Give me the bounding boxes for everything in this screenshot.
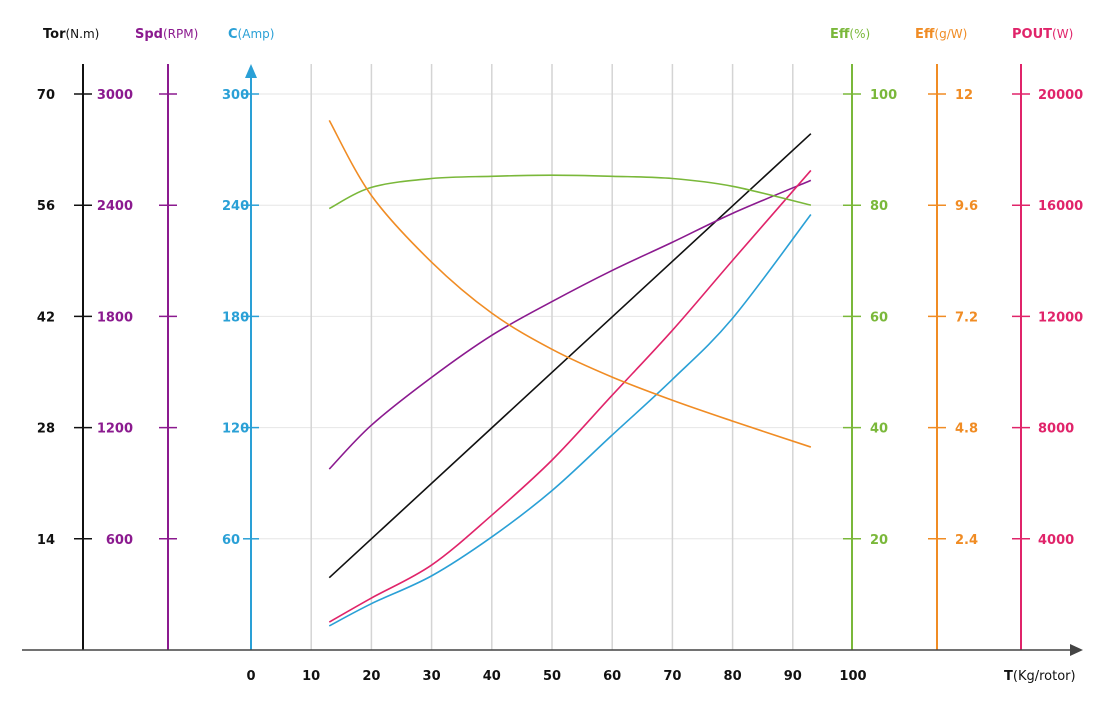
axis-unit: (W): [1052, 27, 1073, 41]
axis-arrow-icon: [245, 64, 257, 78]
tick-label-effg: 9.6: [955, 199, 978, 214]
tick-label-effp: 100: [870, 88, 897, 103]
tick-label-cur: 240: [222, 199, 249, 214]
axis-name: Tor: [43, 27, 66, 42]
tick-label-spd: 2400: [97, 199, 133, 214]
x-tick-label: 50: [543, 669, 561, 684]
x-tick-label: 10: [302, 669, 320, 684]
tick-label-tor: 42: [37, 310, 55, 325]
axis-name: Spd: [135, 27, 163, 42]
axis-title-tor: Tor(N.m): [43, 27, 99, 42]
axis-title-pout: POUT(W): [1012, 27, 1073, 42]
tick-label-cur: 60: [222, 533, 240, 548]
tick-label-tor: 56: [37, 199, 55, 214]
x-axis-label-part: T: [1004, 669, 1013, 684]
x-tick-label: 100: [839, 669, 866, 684]
tick-label-spd: 1200: [97, 422, 133, 437]
tick-label-pout: 4000: [1038, 533, 1074, 548]
axis-name: C: [228, 27, 238, 42]
axis-unit: (%): [849, 27, 870, 41]
tick-label-tor: 14: [37, 533, 55, 548]
x-tick-label: 40: [483, 669, 501, 684]
series-line-eff-: [328, 174, 812, 210]
series-line-eff-g-w: [328, 120, 812, 448]
axis-title-effg: Eff(g/W): [915, 27, 967, 42]
x-tick-label: 20: [362, 669, 380, 684]
x-tick-label: 30: [423, 669, 441, 684]
tick-label-effp: 20: [870, 533, 888, 548]
tick-label-spd: 1800: [97, 310, 133, 325]
tick-label-effg: 2.4: [955, 533, 978, 548]
x-axis-arrow-icon: [1070, 644, 1083, 656]
tick-label-pout: 16000: [1038, 199, 1083, 214]
tick-label-pout: 8000: [1038, 422, 1074, 437]
axis-name: Eff: [915, 27, 935, 42]
x-axis-label-part: (Kg/rotor): [1013, 669, 1076, 684]
tick-label-effp: 80: [870, 199, 888, 214]
axis-title-spd: Spd(RPM): [135, 27, 198, 42]
tick-label-tor: 70: [37, 88, 55, 103]
x-tick-label: 90: [784, 669, 802, 684]
axis-unit: (N.m): [65, 27, 99, 41]
axis-name: Eff: [830, 27, 850, 42]
tick-label-spd: 3000: [97, 88, 133, 103]
x-axis-label: T(Kg/rotor): [1004, 669, 1076, 684]
tick-label-effp: 40: [870, 422, 888, 437]
axis-unit: (g/W): [934, 27, 967, 41]
tick-label-pout: 20000: [1038, 88, 1083, 103]
axis-title-cur: C(Amp): [228, 27, 274, 42]
tick-label-cur: 0: [246, 669, 255, 684]
tick-label-cur: 300: [222, 88, 249, 103]
x-tick-label: 70: [663, 669, 681, 684]
x-tick-label: 60: [603, 669, 621, 684]
axis-unit: (Amp): [238, 27, 275, 41]
tick-label-effp: 60: [870, 310, 888, 325]
tick-label-effg: 12: [955, 88, 973, 103]
tick-label-cur: 120: [222, 422, 249, 437]
tick-label-effg: 4.8: [955, 422, 978, 437]
tick-label-effg: 7.2: [955, 310, 978, 325]
axis-unit: (RPM): [163, 27, 198, 41]
tick-label-pout: 12000: [1038, 310, 1083, 325]
series-line-pout: [328, 169, 812, 623]
axis-name: POUT: [1012, 27, 1052, 42]
x-tick-label: 80: [724, 669, 742, 684]
tick-label-tor: 28: [37, 422, 55, 437]
tick-label-spd: 600: [106, 533, 133, 548]
axis-title-effp: Eff(%): [830, 27, 870, 42]
tick-label-cur: 180: [222, 310, 249, 325]
series-line-torque: [328, 133, 812, 579]
series-line-speed: [328, 179, 812, 470]
series-line-current: [328, 213, 812, 627]
